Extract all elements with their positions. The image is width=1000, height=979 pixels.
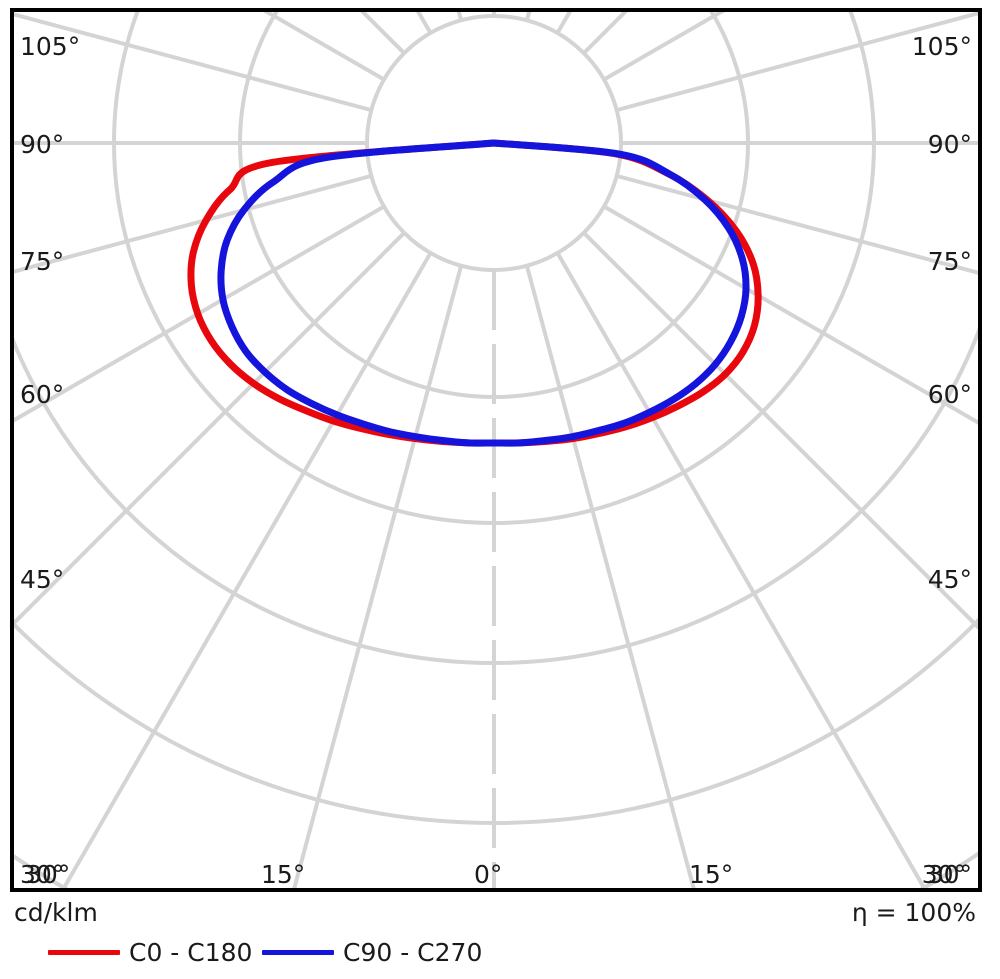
legend-swatch-c0-c180 <box>48 950 120 955</box>
angle-label-right-90: 90° <box>927 130 972 159</box>
legend-label-c0-c180: C0 - C180 <box>129 938 253 967</box>
angle-label-bottom-30-right: 30° <box>921 860 966 889</box>
angle-label-bottom-30-left: 30° <box>26 860 71 889</box>
grid-lines <box>14 12 978 888</box>
angle-label-left-105: 105° <box>20 32 81 61</box>
polar-grid-svg <box>14 12 978 888</box>
angle-label-right-105: 105° <box>911 32 972 61</box>
legend-item-c90-c270: C90 - C270 <box>262 938 482 967</box>
efficiency-label: η = 100% <box>851 898 976 927</box>
angle-label-bottom-15-left: 15° <box>261 860 306 889</box>
angle-label-right-60: 60° <box>927 380 972 409</box>
legend-item-c0-c180: C0 - C180 <box>48 938 252 967</box>
legend-swatch-c90-c270 <box>262 950 334 955</box>
angle-label-left-30: 30° <box>20 860 65 889</box>
polar-plot-area: 105° 90° 75° 60° 45° 30° 105° 90° 75° 60… <box>10 8 982 892</box>
angle-label-left-60: 60° <box>20 380 65 409</box>
angle-label-bottom-0: 0° <box>474 860 503 889</box>
angle-label-left-75: 75° <box>20 247 65 276</box>
angle-label-right-75: 75° <box>927 247 972 276</box>
angle-label-left-45: 45° <box>20 565 65 594</box>
angle-label-left-90: 90° <box>20 130 65 159</box>
legend: cd/klm η = 100% C0 - C180 C90 - C270 <box>10 896 982 976</box>
angle-label-right-45: 45° <box>927 565 972 594</box>
distribution-curves <box>187 139 762 447</box>
angle-label-right-30: 30° <box>927 860 972 889</box>
angle-label-bottom-15-right: 15° <box>689 860 734 889</box>
unit-label: cd/klm <box>14 898 98 927</box>
legend-label-c90-c270: C90 - C270 <box>343 938 483 967</box>
